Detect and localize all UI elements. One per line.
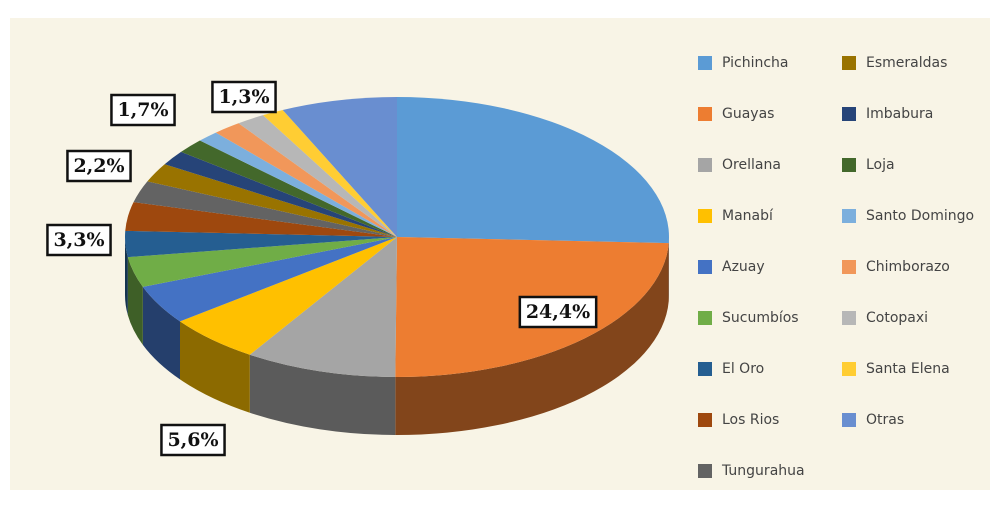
- data-label: 2,2%: [73, 155, 124, 177]
- legend-label: Esmeraldas: [866, 55, 947, 71]
- legend-swatch: [842, 56, 856, 70]
- slice: [181, 140, 397, 237]
- legend-label: Orellana: [722, 157, 781, 173]
- slice: [127, 237, 397, 287]
- legend-swatch: [842, 209, 856, 223]
- slice: [397, 97, 669, 244]
- data-label-box: [518, 295, 598, 329]
- data-label-box: [66, 149, 132, 183]
- legend-swatch: [698, 311, 712, 325]
- slice: [142, 237, 397, 322]
- legend-label: Azuay: [722, 259, 765, 275]
- legend-swatch: [698, 413, 712, 427]
- legend-swatch: [842, 362, 856, 376]
- slice: [179, 237, 397, 355]
- slice: [282, 97, 397, 237]
- data-label: 24,4%: [526, 301, 590, 323]
- data-label-box: [211, 80, 277, 114]
- legend-swatch: [698, 260, 712, 274]
- slice: [147, 164, 397, 237]
- legend-swatch: [842, 107, 856, 121]
- legend-label: Cotopaxi: [866, 310, 928, 326]
- legend-swatch: [698, 56, 712, 70]
- slice-side: [249, 354, 396, 435]
- data-label: 1,7%: [117, 99, 168, 121]
- legend-label: Imbabura: [866, 106, 933, 122]
- slice: [249, 237, 397, 377]
- legend-label: El Oro: [722, 361, 764, 377]
- legend-swatch: [842, 413, 856, 427]
- data-label: 5,6%: [167, 429, 218, 451]
- slice-side: [125, 237, 128, 316]
- slice: [125, 202, 398, 237]
- slice: [164, 151, 397, 237]
- data-label-box: [160, 423, 226, 457]
- legend-swatch: [698, 209, 712, 223]
- legend-label: Pichincha: [722, 55, 789, 71]
- data-label-box: [46, 223, 112, 257]
- slice: [124, 230, 397, 258]
- slice-side: [179, 321, 250, 413]
- legend-label: Santo Domingo: [866, 208, 974, 224]
- legend-swatch: [842, 158, 856, 172]
- legend-label: Santa Elena: [866, 361, 950, 377]
- slice-side: [127, 257, 143, 345]
- legend-label: Tungurahua: [721, 463, 805, 479]
- data-label: 3,3%: [53, 229, 104, 251]
- legend-swatch: [698, 107, 712, 121]
- legend-label: Otras: [866, 412, 904, 428]
- legend-swatch: [698, 464, 712, 478]
- legend-swatch: [842, 260, 856, 274]
- data-label: 1,3%: [218, 86, 269, 108]
- legend-label: Los Rios: [722, 412, 779, 428]
- legend-label: Chimborazo: [866, 259, 950, 275]
- legend-label: Loja: [866, 157, 895, 173]
- slice-side: [395, 243, 669, 435]
- legend-label: Guayas: [722, 106, 774, 122]
- slice-side: [142, 286, 180, 380]
- slice: [238, 115, 397, 237]
- data-label-box: [110, 93, 176, 127]
- legend-swatch: [698, 362, 712, 376]
- legend-label: Sucumbíos: [722, 310, 799, 326]
- legend-swatch: [842, 311, 856, 325]
- slice: [215, 123, 397, 237]
- slice: [262, 109, 397, 237]
- legend-label: Manabí: [722, 208, 774, 224]
- slice: [199, 132, 397, 237]
- legend-swatch: [698, 158, 712, 172]
- slice: [133, 181, 397, 237]
